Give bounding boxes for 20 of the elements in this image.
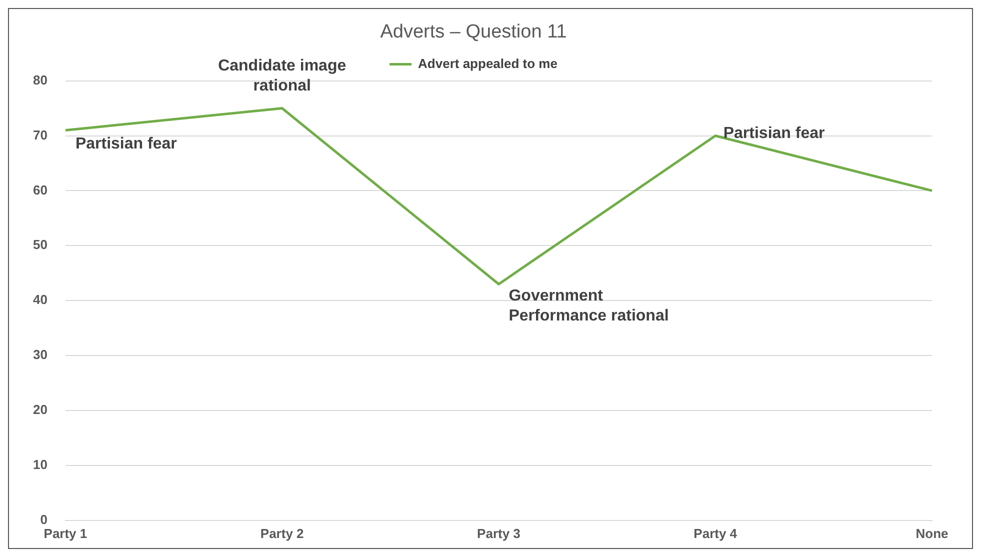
x-tick-label: Party 2 — [260, 526, 304, 541]
y-tick-label: 80 — [32, 72, 48, 88]
chart-title: Adverts – Question 11 — [380, 22, 567, 43]
annotation: Partisian fear — [75, 136, 177, 153]
y-tick-label: 60 — [32, 182, 48, 198]
y-tick-label: 0 — [40, 512, 48, 527]
annotation: Government Performance rational — [508, 288, 669, 325]
y-tick-label: 40 — [32, 292, 48, 308]
x-tick-label: None — [916, 526, 948, 541]
x-tick-label: Party 3 — [477, 526, 520, 541]
annotation: Partisian fear — [723, 125, 825, 142]
x-tick-label: Party 1 — [44, 526, 88, 541]
y-tick-label: 30 — [32, 347, 48, 362]
annotation: Candidate image rational — [218, 58, 346, 95]
legend-label: Advert appealed to me — [418, 56, 558, 71]
y-tick-label: 10 — [32, 457, 48, 472]
y-tick-label: 20 — [32, 402, 48, 418]
x-tick-label: Party 4 — [694, 526, 738, 541]
y-tick-label: 70 — [32, 127, 48, 142]
y-tick-label: 50 — [32, 237, 48, 252]
